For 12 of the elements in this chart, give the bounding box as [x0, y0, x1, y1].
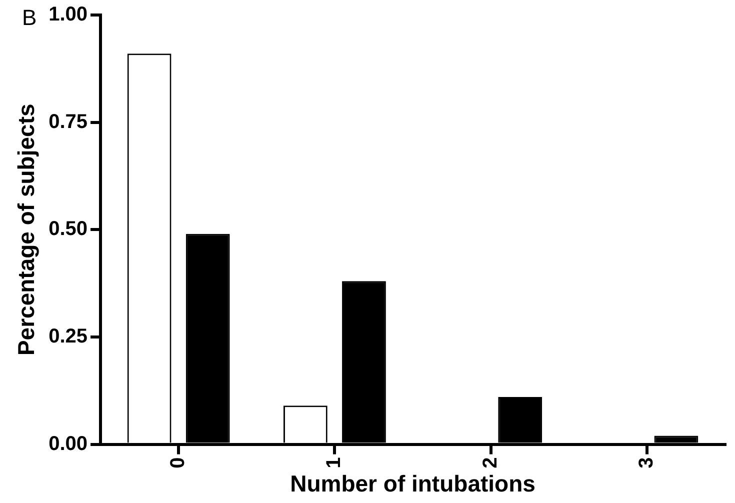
- x-tick-label: 3: [635, 457, 658, 468]
- y-tick-label: 0.25: [48, 325, 88, 348]
- y-tick-label: 0.50: [48, 218, 88, 240]
- x-tick-label: 2: [479, 457, 502, 468]
- y-tick-label: 0.75: [48, 110, 88, 133]
- text: B: [22, 5, 37, 30]
- y-tick-label: 0.00: [48, 432, 88, 455]
- y-tick-label: 1.00: [48, 4, 88, 26]
- x-tick-label: 0: [167, 457, 190, 468]
- y-axis-title: Percentage of subjects: [13, 104, 40, 356]
- x-tick-label: 1: [323, 457, 346, 468]
- x-axis-title: Number of intubations: [290, 470, 536, 497]
